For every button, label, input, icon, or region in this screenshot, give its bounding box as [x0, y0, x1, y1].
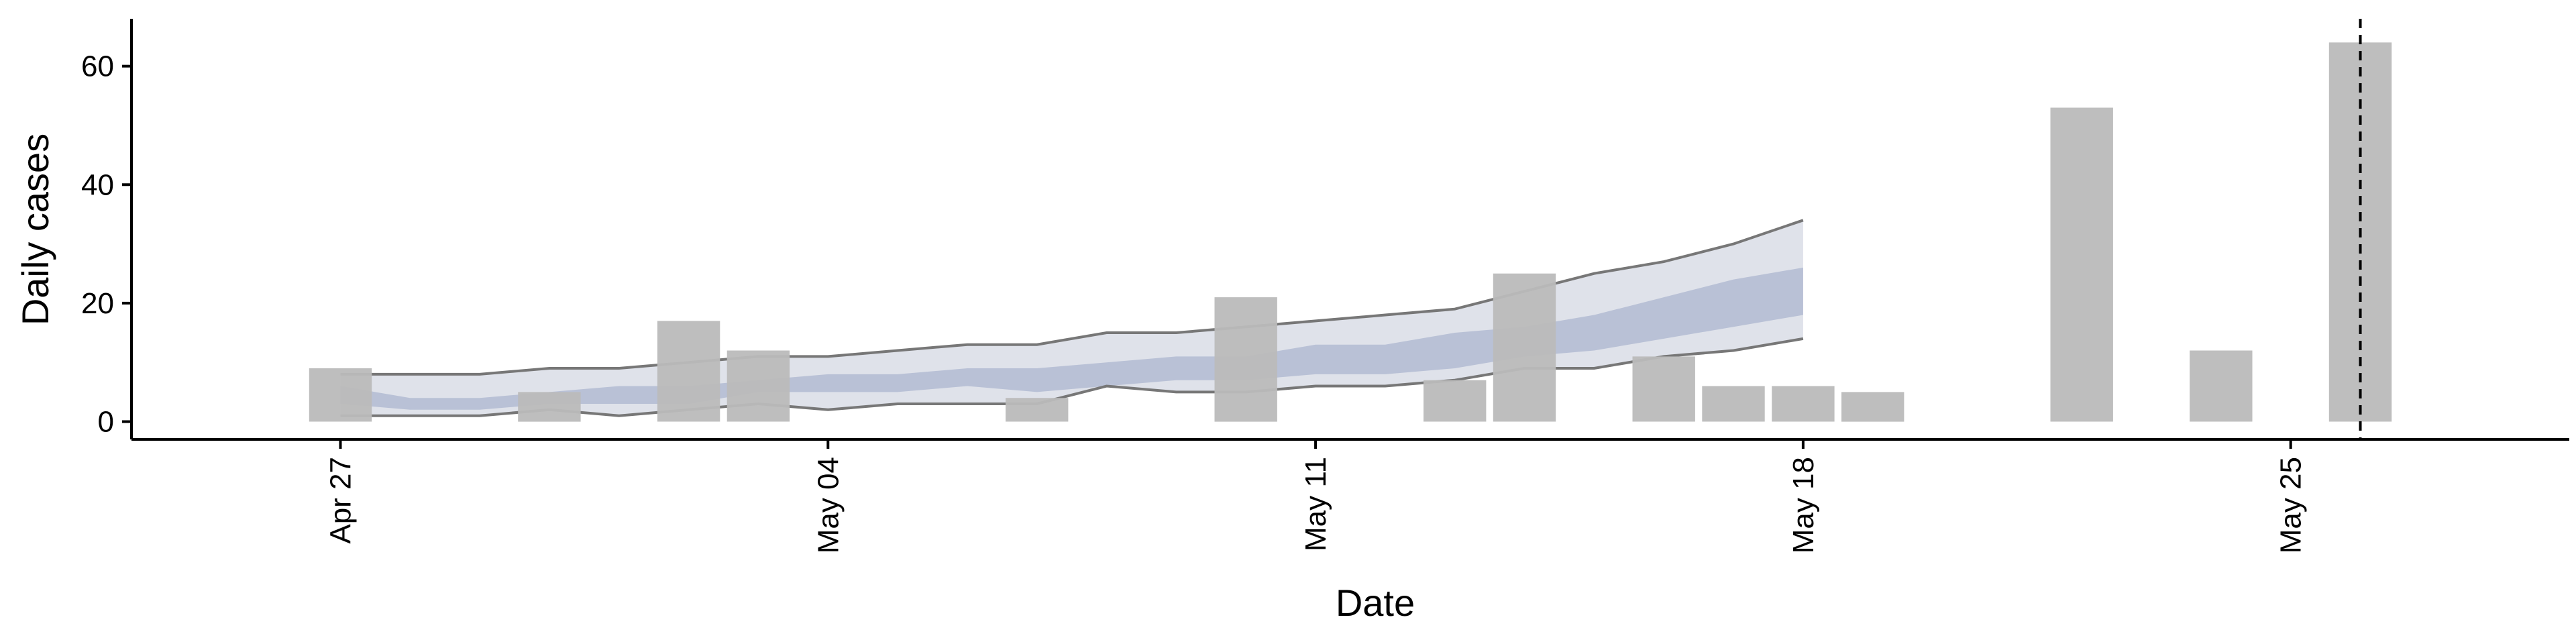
- y-tick-label: 0: [98, 406, 114, 439]
- bar: [727, 350, 790, 422]
- y-tick-label: 40: [81, 168, 114, 201]
- bar: [1493, 273, 1556, 422]
- x-tick-label: May 11: [1299, 457, 1332, 551]
- bar: [1006, 398, 1069, 422]
- bar: [309, 368, 372, 422]
- bar: [657, 321, 720, 422]
- bar: [1841, 392, 1904, 422]
- x-tick-label: May 18: [1787, 457, 1820, 553]
- x-axis-title: Date: [1336, 582, 1415, 624]
- bar: [1772, 386, 1835, 422]
- x-tick-label: Apr 27: [325, 457, 358, 544]
- bar: [1424, 380, 1487, 422]
- bar: [518, 392, 581, 422]
- bar: [2190, 350, 2253, 422]
- bar: [1214, 297, 1277, 422]
- estimate-band-layer: [340, 219, 1804, 417]
- x-tick-label: May 04: [812, 457, 845, 553]
- axes-layer: 0 20 40 60 Apr 27 May 04 May 11 May 18 May 25: [81, 19, 2569, 553]
- y-tick-label: 60: [81, 50, 114, 83]
- bar: [1702, 386, 1765, 422]
- x-tick-label: May 25: [2275, 457, 2308, 553]
- y-tick-label: 20: [81, 287, 114, 320]
- bar: [1632, 356, 1695, 422]
- bar: [2050, 107, 2113, 422]
- estimate-upper-line: [340, 219, 1804, 376]
- y-axis-title: Daily cases: [14, 133, 56, 325]
- estimate-lower-line: [340, 337, 1804, 417]
